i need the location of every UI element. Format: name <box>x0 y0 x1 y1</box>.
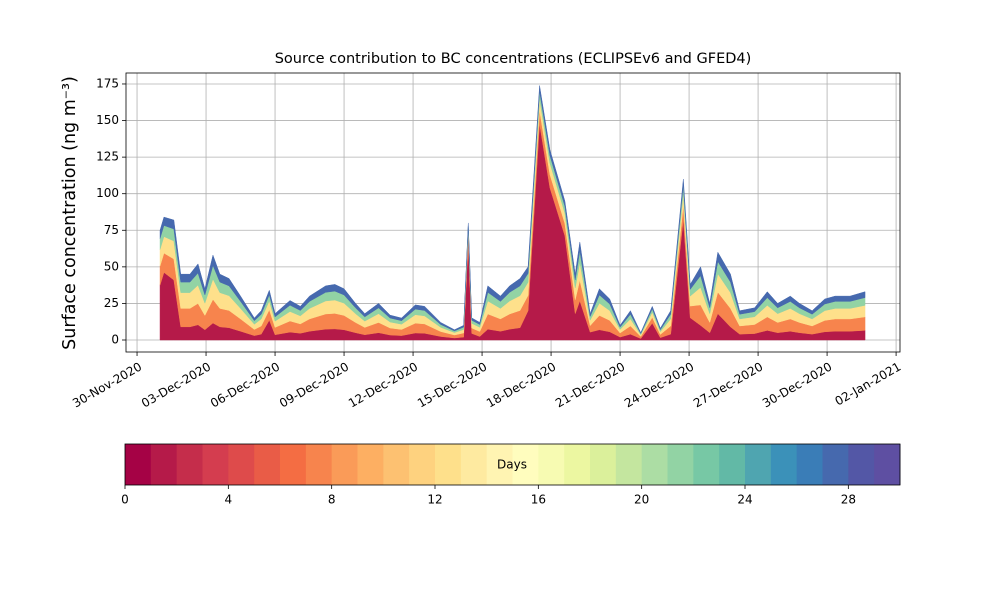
colorbar-swatch <box>590 444 617 485</box>
y-axis-label: Surface concentration (ng m⁻³) <box>60 76 80 350</box>
y-tick-label: 125 <box>96 150 119 164</box>
colorbar-tick-label: 8 <box>328 493 336 507</box>
y-tick-label: 25 <box>104 296 119 310</box>
colorbar-swatch <box>745 444 772 485</box>
x-tick-label: 02-Jan-2021 <box>833 360 904 409</box>
area-layer <box>159 85 866 335</box>
x-tick-label: 30-Dec-2020 <box>760 360 834 411</box>
colorbar-swatch <box>693 444 720 485</box>
x-tick-label: 03-Dec-2020 <box>139 360 213 411</box>
x-tick-label: 24-Dec-2020 <box>622 360 696 411</box>
x-tick-label: 21-Dec-2020 <box>553 360 627 411</box>
x-tick-label: 27-Dec-2020 <box>691 360 765 411</box>
colorbar-tick-label: 12 <box>427 493 442 507</box>
colorbar-frame <box>124 443 901 486</box>
colorbar-swatch <box>822 444 849 485</box>
y-tick-label: 175 <box>96 76 119 90</box>
colorbar-swatch <box>615 444 643 485</box>
colorbar-tick-label: 4 <box>225 493 233 507</box>
x-tick-label: 30-Nov-2020 <box>70 360 144 411</box>
colorbar-swatch <box>331 444 358 485</box>
chart-title: Source contribution to BC concentrations… <box>275 51 752 67</box>
colorbar-swatch <box>719 444 746 485</box>
colorbar-swatch <box>512 444 539 485</box>
colorbar-swatch <box>641 444 668 485</box>
colorbar-swatch <box>383 444 410 485</box>
colorbar-swatch <box>409 444 436 485</box>
colorbar-swatch <box>305 444 333 485</box>
colorbar-tick-label: 20 <box>634 493 649 507</box>
plot-frame <box>125 72 901 353</box>
colorbar-swatch <box>254 444 281 485</box>
colorbar-swatch <box>280 444 307 485</box>
y-tick-label: 75 <box>104 223 119 237</box>
colorbar-swatch <box>770 444 798 485</box>
x-tick-label: 12-Dec-2020 <box>346 360 420 411</box>
colorbar-swatch <box>150 444 178 485</box>
colorbar-swatch <box>486 444 513 485</box>
x-tick-label: 06-Dec-2020 <box>208 360 282 411</box>
colorbar-swatch <box>460 444 488 485</box>
y-tick-label: 150 <box>96 113 119 127</box>
colorbar-tick-label: 16 <box>531 493 546 507</box>
colorbar-swatch <box>357 444 384 485</box>
colorbar-swatch <box>125 444 152 485</box>
colorbar-tick-label: 24 <box>737 493 752 507</box>
x-tick-label: 09-Dec-2020 <box>277 360 351 411</box>
colorbar-tick-label: 0 <box>121 493 129 507</box>
colorbar-swatch <box>667 444 694 485</box>
y-tick-label: 0 <box>111 333 119 347</box>
colorbar-tick-label: 28 <box>841 493 856 507</box>
colorbar-swatch <box>874 444 901 485</box>
colorbar-swatch <box>202 444 229 485</box>
colorbar-swatch <box>176 444 203 485</box>
y-tick-label: 50 <box>104 259 119 273</box>
y-tick-label: 100 <box>96 186 119 200</box>
x-tick-label: 18-Dec-2020 <box>484 360 558 411</box>
x-tick-label: 15-Dec-2020 <box>415 360 489 411</box>
area-layer <box>159 91 866 336</box>
colorbar-swatch <box>538 444 565 485</box>
colorbar-swatch <box>796 444 823 485</box>
colorbar-swatch <box>848 444 875 485</box>
colorbar-swatch <box>435 444 462 485</box>
colorbar-swatch <box>228 444 255 485</box>
colorbar-swatch <box>564 444 591 485</box>
colorbar-label: Days <box>497 458 527 472</box>
